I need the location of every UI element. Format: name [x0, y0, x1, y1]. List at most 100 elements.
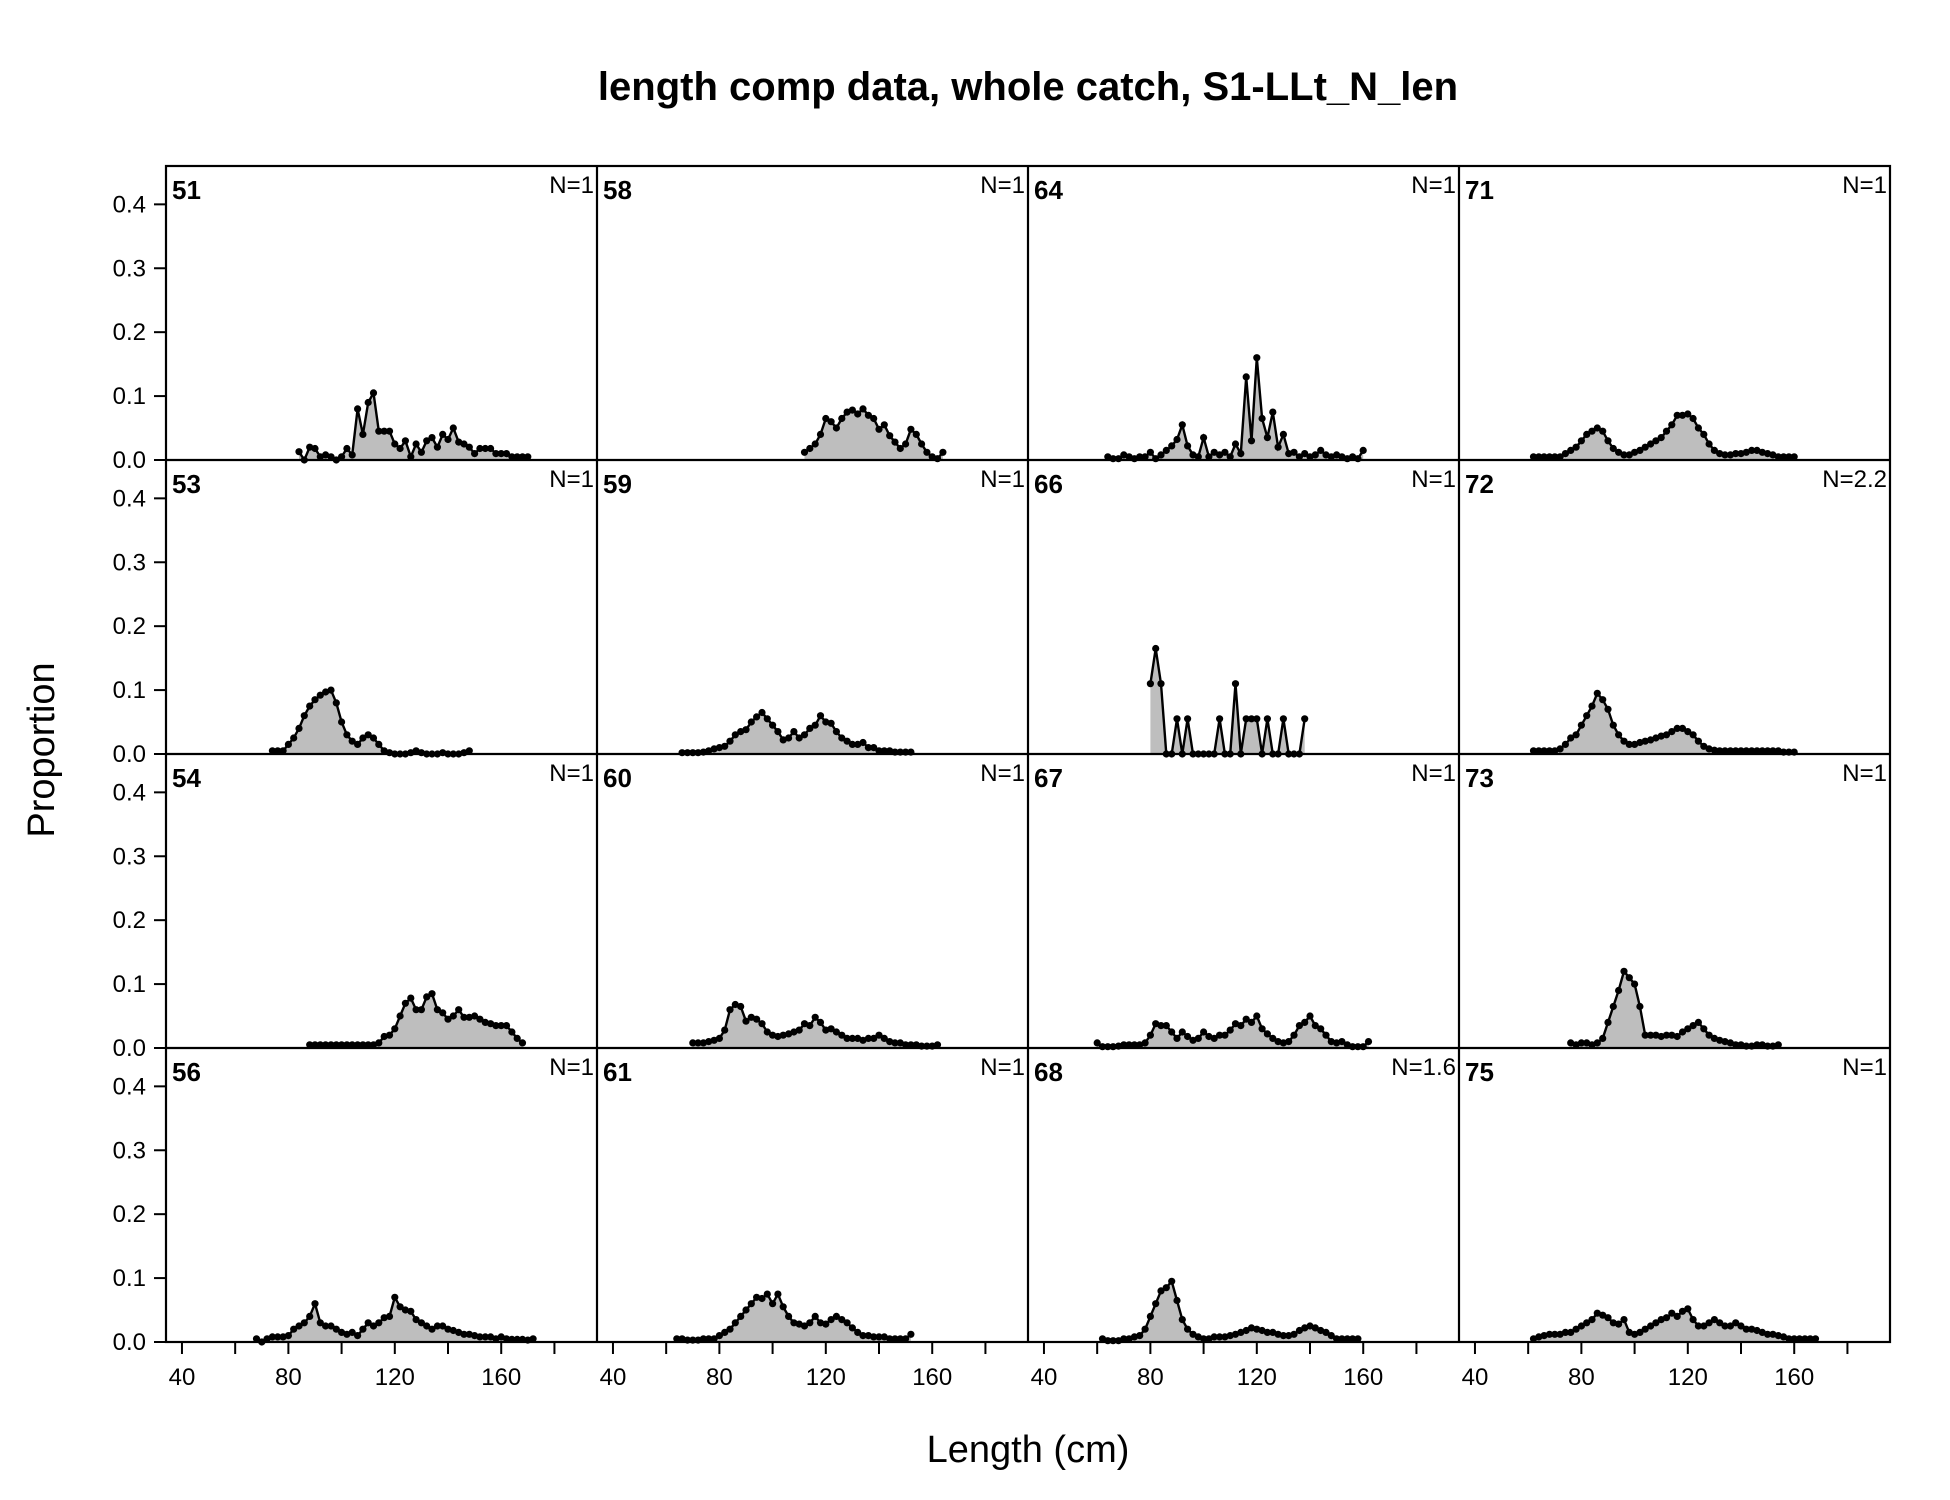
data-point [848, 740, 857, 749]
data-point [1710, 446, 1718, 454]
data-point [832, 1312, 841, 1320]
data-point [806, 444, 814, 453]
data-point [1753, 1041, 1761, 1049]
data-point [1620, 1316, 1628, 1324]
data-point [348, 1328, 356, 1336]
data-point [369, 1322, 378, 1330]
data-point [412, 1006, 420, 1014]
data-point [401, 437, 409, 445]
data-point [1173, 1034, 1181, 1042]
data-point [1237, 1022, 1245, 1030]
data-point [1710, 746, 1718, 754]
data-point [1599, 696, 1607, 704]
data-point [1290, 448, 1298, 456]
data-point [1620, 737, 1628, 745]
data-point [529, 1335, 537, 1343]
data-point [359, 1041, 367, 1049]
data-point [332, 699, 340, 707]
data-point [1785, 453, 1793, 461]
data-point [726, 737, 734, 745]
y-tick-label: 0.0 [113, 741, 146, 768]
data-point [1279, 715, 1287, 723]
data-point [1216, 1031, 1224, 1039]
data-point [396, 1303, 404, 1311]
x-tick-label: 120 [1668, 1364, 1708, 1391]
panel-label: 67 [1034, 763, 1063, 793]
data-point [1764, 747, 1772, 755]
data-point [290, 1325, 298, 1333]
data-point [1247, 1018, 1256, 1026]
x-tick-label: 80 [1137, 1364, 1164, 1391]
data-point [1689, 1316, 1697, 1324]
data-point [348, 1041, 356, 1049]
data-point [1668, 1309, 1676, 1317]
data-point [524, 453, 532, 461]
data-point [800, 731, 809, 739]
data-point [338, 718, 346, 726]
data-point [1529, 453, 1538, 461]
panel-label: 60 [603, 763, 632, 793]
data-point [391, 1025, 399, 1033]
data-point [1684, 728, 1692, 736]
data-point [886, 432, 894, 440]
data-point [838, 1031, 846, 1039]
data-point [1641, 443, 1649, 451]
data-point [1737, 747, 1745, 755]
data-point [502, 450, 511, 458]
sample-size-label: N=1 [549, 1054, 594, 1081]
sample-size-label: N=1 [549, 760, 594, 787]
data-point [1678, 1028, 1687, 1036]
data-point [1349, 1335, 1357, 1343]
data-point [1540, 747, 1548, 755]
data-point [902, 1041, 910, 1049]
data-point [1705, 1031, 1713, 1039]
y-tick-label: 0.3 [113, 1137, 146, 1164]
data-point [401, 999, 409, 1007]
panel-61: 61 N=1 [603, 1054, 1025, 1344]
y-tick-label: 0.3 [113, 549, 146, 576]
data-point [348, 737, 356, 745]
data-point [502, 1022, 511, 1030]
sample-size-label: N=1 [980, 760, 1025, 787]
data-point [391, 1293, 399, 1301]
data-point [854, 1328, 862, 1336]
x-tick-label: 40 [1462, 1364, 1489, 1391]
panel-72-area [1533, 693, 1795, 754]
data-point [1726, 1322, 1734, 1330]
data-point [1130, 1041, 1138, 1049]
data-point [1136, 453, 1144, 461]
data-point [1269, 408, 1277, 416]
data-point [1694, 737, 1702, 745]
data-point [1210, 448, 1218, 456]
data-point [300, 1319, 308, 1327]
data-point [1615, 1320, 1623, 1328]
data-point [1684, 1025, 1692, 1033]
data-point [848, 1034, 857, 1042]
data-point [1194, 1034, 1202, 1042]
data-point [290, 734, 298, 742]
x-tick-label: 160 [912, 1364, 952, 1391]
data-point [933, 455, 942, 463]
data-point [476, 1015, 484, 1023]
panel-54-area [309, 993, 523, 1048]
data-point [742, 1306, 750, 1314]
data-point [1168, 442, 1176, 450]
data-point [439, 1322, 447, 1330]
data-point [449, 424, 457, 432]
data-point [1322, 1031, 1330, 1039]
data-point [816, 712, 825, 720]
data-point [1641, 1031, 1649, 1039]
data-point [1615, 986, 1623, 995]
data-point [1604, 437, 1612, 445]
data-point [763, 715, 771, 723]
data-point [859, 738, 867, 747]
data-point [354, 1332, 362, 1340]
data-point [933, 1041, 942, 1049]
y-tick-label: 0.2 [113, 319, 146, 346]
data-point [1216, 1333, 1224, 1341]
data-point [327, 686, 335, 694]
data-point [1561, 450, 1569, 458]
data-point [870, 414, 878, 423]
data-point [364, 731, 372, 739]
